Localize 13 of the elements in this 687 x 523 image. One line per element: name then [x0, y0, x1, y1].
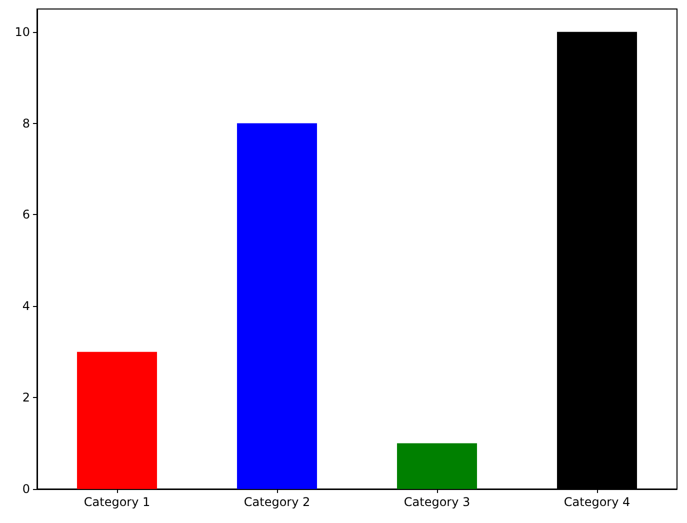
y-tick-label: 2: [22, 390, 30, 405]
y-tick-label: 0: [22, 482, 30, 496]
x-tick-label: Category 3: [404, 495, 470, 509]
bar: [397, 443, 477, 489]
bar: [77, 352, 157, 489]
bar: [237, 123, 317, 489]
y-tick-label: 10: [14, 24, 30, 39]
x-tick-label: Category 1: [84, 495, 150, 509]
y-tick-label: 4: [22, 299, 30, 314]
y-tick-label: 6: [22, 208, 30, 222]
x-tick-label: Category 2: [244, 495, 310, 509]
x-tick-label: Category 4: [564, 495, 630, 509]
y-tick-label: 8: [22, 116, 30, 130]
